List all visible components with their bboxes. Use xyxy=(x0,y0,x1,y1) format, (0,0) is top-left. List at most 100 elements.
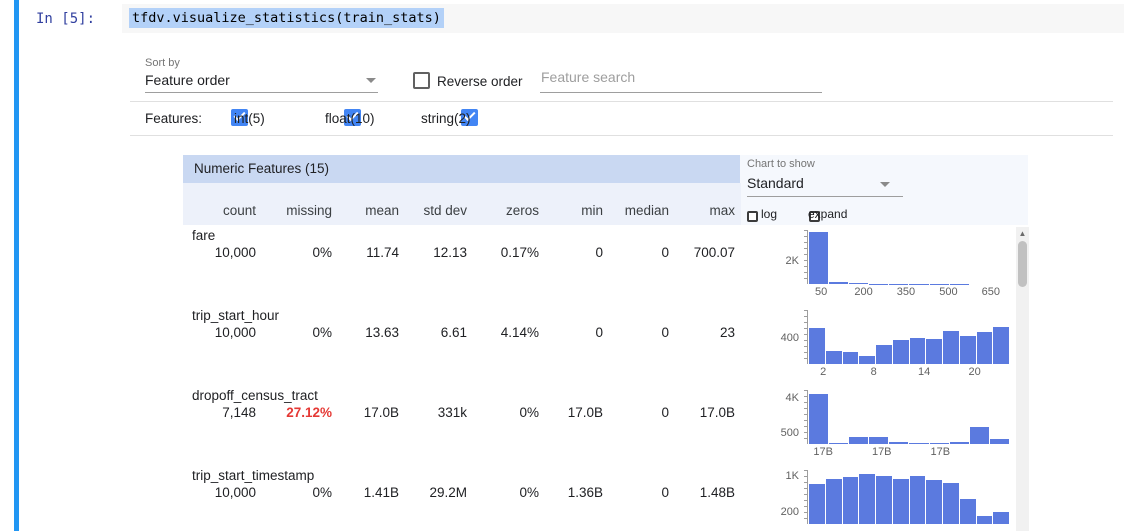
histogram-trip-start-hour: 400 2 8 14 20 xyxy=(745,305,1016,385)
histogram-trip-start-timestamp: 1K 200 xyxy=(745,465,1016,531)
x-axis: 50 200 350 500 650 xyxy=(807,286,1009,300)
feature-name: trip_start_timestamp xyxy=(192,468,315,483)
histogram-bar xyxy=(929,443,949,444)
stat-zeros: 0% xyxy=(519,485,539,500)
histogram-bar xyxy=(993,511,1009,524)
x-axis xyxy=(807,526,1009,531)
histogram-bar xyxy=(889,442,909,444)
stat-median: 0 xyxy=(661,485,669,500)
histogram-bar xyxy=(892,339,909,364)
chart-type-underline xyxy=(747,196,903,197)
filter-string-label: string(2) xyxy=(421,111,471,126)
stat-min: 17.0B xyxy=(567,405,603,420)
histogram-plot[interactable] xyxy=(804,310,1009,364)
sort-by-select[interactable]: Feature order xyxy=(145,72,230,88)
histogram-bar xyxy=(976,332,993,364)
histogram-plot[interactable] xyxy=(804,230,1009,284)
histogram-bar xyxy=(849,283,869,284)
y-axis-tick-label: 1K xyxy=(785,470,799,483)
histogram-plot[interactable] xyxy=(804,390,1009,444)
histogram-bar xyxy=(825,479,842,524)
y-axis: 400 xyxy=(745,310,803,364)
stat-std-dev: 331k xyxy=(437,405,467,420)
stat-zeros: 0% xyxy=(519,405,539,420)
histogram-bar xyxy=(993,326,1009,364)
y-axis-tick-label: 400 xyxy=(780,332,799,345)
histogram-bar xyxy=(842,477,859,524)
divider xyxy=(130,135,1113,136)
stat-max: 1.48B xyxy=(699,485,735,500)
histogram-bar xyxy=(825,350,842,364)
stat-missing: 0% xyxy=(312,485,332,500)
reverse-order-label: Reverse order xyxy=(437,74,523,89)
histogram-bar xyxy=(842,351,859,364)
histogram-bar xyxy=(809,231,829,284)
histogram-bar xyxy=(976,515,993,524)
column-header-mean: mean xyxy=(365,203,399,218)
y-axis-tick-label: 4K xyxy=(785,391,799,404)
stat-mean: 11.74 xyxy=(366,245,399,260)
y-axis: 1K 200 xyxy=(745,470,803,524)
x-axis-tick-label: 17B xyxy=(871,446,892,458)
log-checkbox[interactable] xyxy=(747,211,758,222)
stat-min: 1.36B xyxy=(567,485,603,500)
stat-std-dev: 12.13 xyxy=(433,245,467,260)
table-row: fare 10,000 0% 11.74 12.13 0.17% 0 0 700… xyxy=(183,225,741,305)
y-axis: 4K 500 xyxy=(745,390,803,444)
filter-float-label: float(10) xyxy=(325,111,375,126)
feature-stats-table: fare 10,000 0% 11.74 12.13 0.17% 0 0 700… xyxy=(183,225,741,531)
histogram-bar xyxy=(809,393,829,444)
filter-float-checkbox[interactable] xyxy=(343,109,361,126)
histogram-bar xyxy=(892,478,909,524)
chevron-down-icon[interactable] xyxy=(880,182,890,187)
stat-max: 23 xyxy=(719,325,735,340)
reverse-order-checkbox[interactable] xyxy=(413,72,430,89)
filter-string-checkbox[interactable] xyxy=(461,109,479,126)
stat-min: 0 xyxy=(595,245,603,260)
features-label: Features: xyxy=(145,111,203,126)
histogram-bar xyxy=(949,442,969,444)
x-axis-tick-label: 17B xyxy=(930,446,951,458)
histogram-bar xyxy=(809,328,825,364)
histogram-bar xyxy=(926,479,942,524)
histogram-bar xyxy=(829,282,849,284)
histogram-bar xyxy=(876,475,892,524)
feature-name: trip_start_hour xyxy=(192,308,280,323)
code-text: tfdv.visualize_statistics(train_stats) xyxy=(129,8,444,28)
feature-search-input[interactable] xyxy=(540,66,822,93)
cell-prompt: In [5]: xyxy=(36,11,96,27)
table-column-headers: count missing mean std dev zeros min med… xyxy=(183,183,741,225)
histogram-bar xyxy=(849,437,869,444)
histogram-plot[interactable] xyxy=(804,470,1009,524)
charts-scrollbar[interactable]: ▲ xyxy=(1016,227,1029,531)
histogram-bar xyxy=(959,335,976,364)
x-axis: 2 8 14 20 xyxy=(807,366,1009,380)
chart-type-select[interactable]: Standard xyxy=(747,175,804,191)
code-editor[interactable]: tfdv.visualize_statistics(train_stats) xyxy=(122,4,1124,33)
stat-missing: 0% xyxy=(312,325,332,340)
x-axis-tick-label: 50 xyxy=(815,286,828,298)
y-axis-tick-label: 200 xyxy=(780,506,799,519)
filter-int-checkbox[interactable] xyxy=(231,109,249,126)
scroll-up-icon[interactable]: ▲ xyxy=(1018,229,1027,238)
x-axis-tick-label: 650 xyxy=(981,286,1000,298)
divider xyxy=(130,101,1113,102)
column-header-missing: missing xyxy=(286,203,332,218)
x-axis-tick-label: 17B xyxy=(813,446,833,458)
chevron-down-icon[interactable] xyxy=(366,78,376,83)
column-header-std-dev: std dev xyxy=(423,203,467,218)
histogram-bar xyxy=(989,439,1009,444)
table-row: trip_start_timestamp 10,000 0% 1.41B 29.… xyxy=(183,465,741,531)
histogram-bar xyxy=(869,436,889,444)
stat-mean: 1.41B xyxy=(363,485,399,500)
stat-missing: 0% xyxy=(312,245,332,260)
column-header-count: count xyxy=(222,203,256,218)
x-axis-tick-label: 20 xyxy=(968,366,981,378)
stat-zeros: 4.14% xyxy=(500,325,539,340)
stat-min: 0 xyxy=(595,325,603,340)
stat-mean: 17.0B xyxy=(363,405,399,420)
expand-checkbox[interactable] xyxy=(809,211,821,222)
scrollbar-thumb[interactable] xyxy=(1018,241,1027,287)
numeric-features-header: Numeric Features (15) xyxy=(183,155,740,183)
